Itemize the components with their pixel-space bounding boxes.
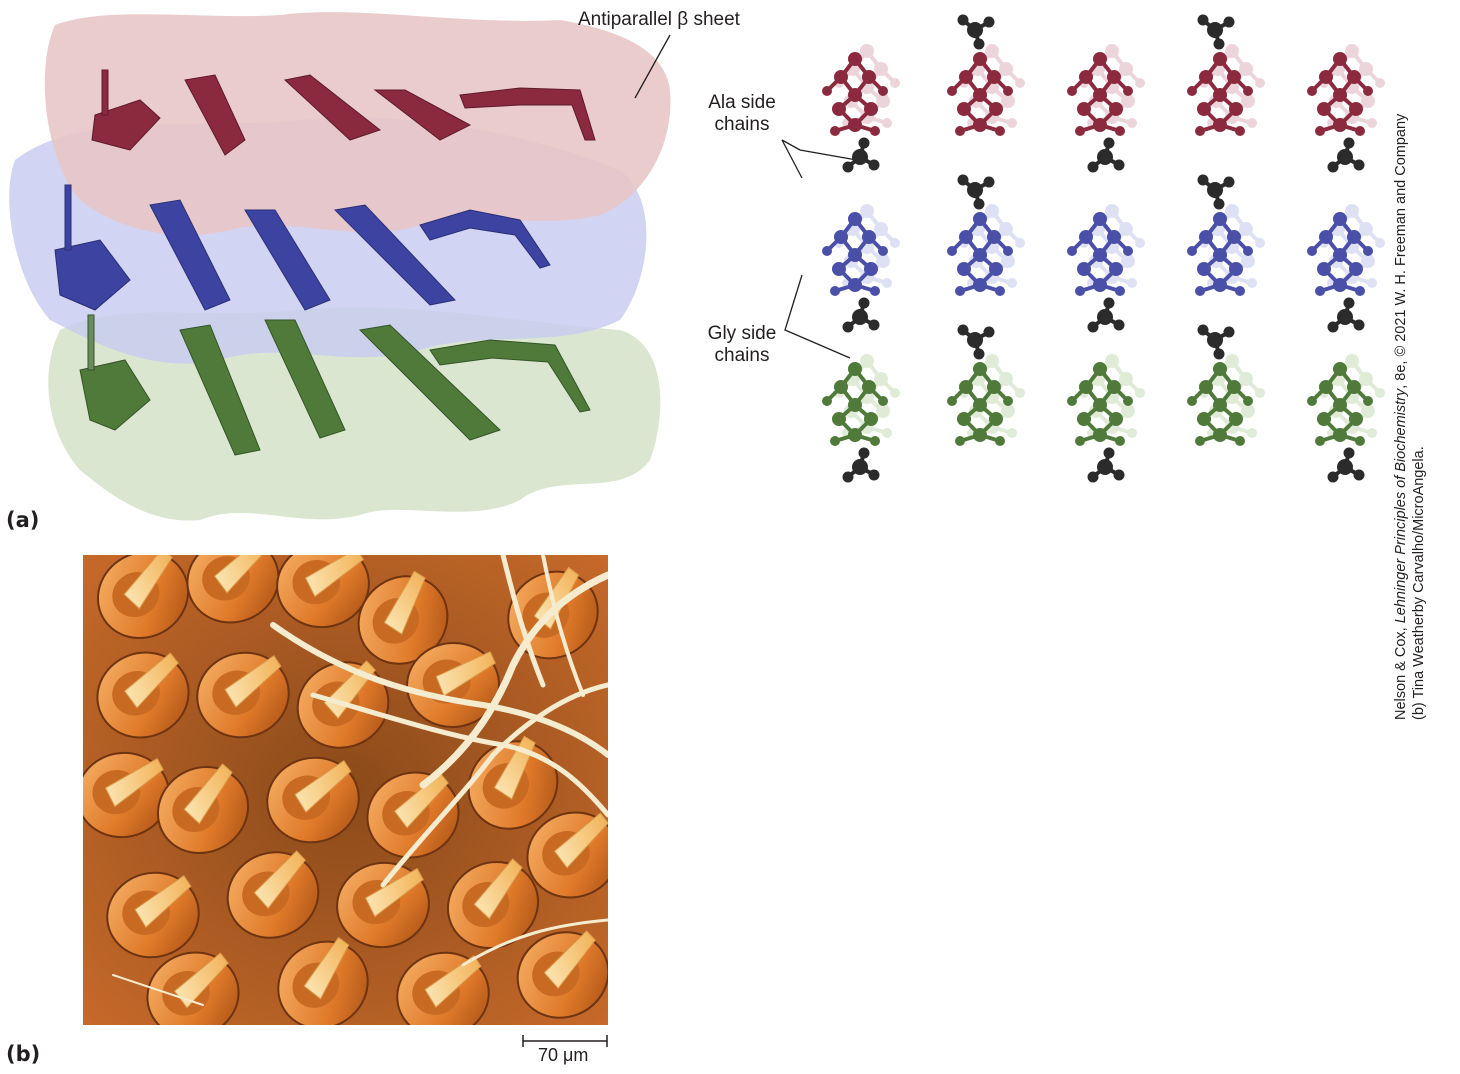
ala-methyl-group bbox=[843, 298, 880, 333]
credit-line-2: (b) Tina Weatherby Carvalho/MicroAngela. bbox=[1410, 0, 1428, 720]
copyright-credit: Nelson & Cox, Lehninger Principles of Bi… bbox=[1392, 0, 1428, 720]
credit-line-1: Nelson & Cox, Lehninger Principles of Bi… bbox=[1392, 0, 1410, 720]
ala-methyl-group bbox=[1088, 448, 1125, 483]
ala-methyl-group bbox=[1088, 298, 1125, 333]
ala-methyl-group bbox=[958, 325, 995, 360]
ala-methyl-group bbox=[843, 448, 880, 483]
ala-methyl-group bbox=[1328, 448, 1365, 483]
credit-authors: Nelson & Cox, bbox=[1393, 623, 1409, 720]
beta-sheet-ribbon-illustration bbox=[0, 0, 700, 530]
scale-bar-unit: μm bbox=[563, 1045, 588, 1065]
ala-methyl-group bbox=[843, 138, 880, 173]
ala-methyl-group bbox=[1328, 298, 1365, 333]
sheet-label-leader-line bbox=[630, 30, 690, 105]
ala-methyl-group bbox=[958, 175, 995, 210]
scale-bar-value: 70 bbox=[538, 1045, 558, 1065]
ball-and-stick-models bbox=[690, 0, 1390, 500]
ala-methyl-group bbox=[1198, 325, 1235, 360]
credit-book-title: Lehninger Principles of Biochemistry bbox=[1393, 389, 1409, 624]
panel-a-letter: (a) bbox=[6, 508, 39, 532]
panel-b-letter: (b) bbox=[6, 1042, 40, 1066]
silk-spigot-micrograph bbox=[83, 555, 608, 1025]
ala-methyl-group bbox=[1088, 138, 1125, 173]
ala-methyl-group bbox=[1328, 138, 1365, 173]
ala-methyl-group bbox=[1198, 15, 1235, 50]
credit-publisher: , 8e, © 2021 W. H. Freeman and Company bbox=[1393, 114, 1409, 389]
ala-methyl-group bbox=[958, 15, 995, 50]
scale-bar-label: 70 μm bbox=[538, 1045, 588, 1066]
ala-methyl-group bbox=[1198, 175, 1235, 210]
